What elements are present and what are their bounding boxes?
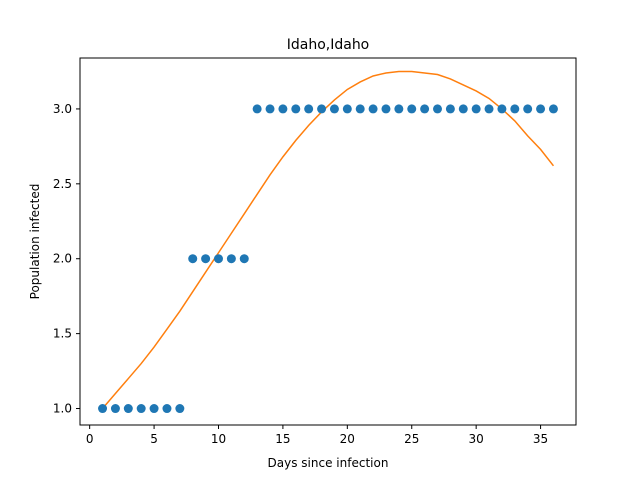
scatter-point <box>110 404 120 414</box>
scatter-point <box>342 104 352 114</box>
scatter-point <box>381 104 391 114</box>
y-tick-label: 1.5 <box>53 327 72 341</box>
scatter-point <box>368 104 378 114</box>
y-tick-label: 1.0 <box>53 402 72 416</box>
scatter-point <box>458 104 468 114</box>
scatter-point <box>317 104 327 114</box>
y-tick-label: 2.5 <box>53 177 72 191</box>
chart-title: Idaho,Idaho <box>287 37 370 53</box>
scatter-point <box>407 104 417 114</box>
scatter-point <box>536 104 546 114</box>
scatter-point <box>278 104 288 114</box>
scatter-point <box>394 104 404 114</box>
scatter-point <box>329 104 339 114</box>
plot-area <box>98 70 558 414</box>
scatter-point <box>98 404 108 414</box>
x-tick-label: 30 <box>469 432 484 446</box>
scatter-point <box>548 104 558 114</box>
y-tick-label: 3.0 <box>53 102 72 116</box>
scatter-point <box>226 254 236 264</box>
scatter-point <box>471 104 481 114</box>
scatter-point <box>523 104 533 114</box>
plot-frame <box>79 57 577 426</box>
x-tick-label: 0 <box>86 432 94 446</box>
scatter-point <box>355 104 365 114</box>
scatter-point <box>136 404 146 414</box>
scatter-point <box>304 104 314 114</box>
scatter-point <box>445 104 455 114</box>
scatter-point <box>201 254 211 264</box>
x-tick-label: 35 <box>533 432 548 446</box>
scatter-point <box>123 404 133 414</box>
scatter-point <box>420 104 430 114</box>
scatter-point <box>265 104 275 114</box>
scatter-point <box>149 404 159 414</box>
scatter-point <box>162 404 172 414</box>
x-tick-label: 20 <box>340 432 355 446</box>
x-tick-label: 10 <box>211 432 226 446</box>
scatter-point <box>433 104 443 114</box>
x-tick-label: 5 <box>150 432 158 446</box>
x-axis: 0 5 10 15 20 25 30 35 <box>86 425 548 446</box>
scatter-point <box>291 104 301 114</box>
fit-line <box>101 70 555 410</box>
x-tick-label: 25 <box>404 432 419 446</box>
scatter-point <box>252 104 262 114</box>
scatter-point <box>213 254 223 264</box>
scatter-point <box>239 254 249 264</box>
scatter-point <box>188 254 198 264</box>
x-axis-label: Days since infection <box>268 456 389 470</box>
scatter-point <box>175 404 185 414</box>
x-tick-label: 15 <box>275 432 290 446</box>
y-axis: 1.0 1.5 2.0 2.5 3.0 <box>53 102 80 416</box>
scatter-point <box>484 104 494 114</box>
scatter-point <box>510 104 520 114</box>
y-tick-label: 2.0 <box>53 252 72 266</box>
y-axis-label: Population infected <box>28 184 42 300</box>
scatter-point <box>497 104 507 114</box>
